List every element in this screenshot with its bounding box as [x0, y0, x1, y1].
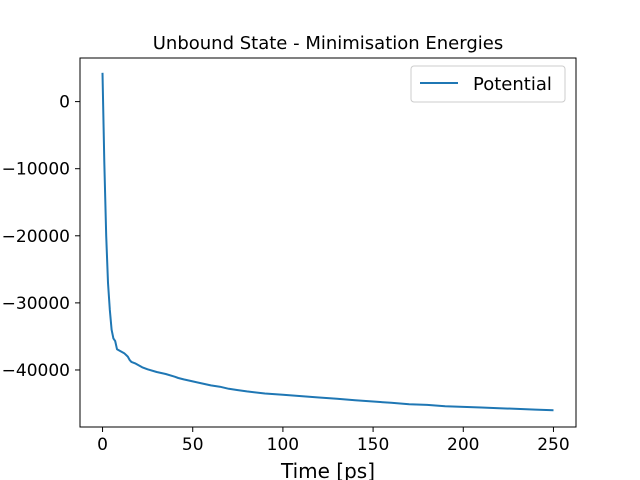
x-tick-label: 150: [357, 435, 389, 455]
y-tick-label: −10000: [2, 160, 70, 180]
x-tick-label: 0: [97, 435, 108, 455]
legend: Potential: [410, 65, 566, 103]
legend-box: [410, 65, 566, 103]
series-layer: [101, 72, 554, 412]
legend-label-potential: Potential: [473, 74, 552, 95]
series-line-potential: [101, 72, 554, 412]
plot-frame: [79, 57, 577, 428]
x-tick-label: 100: [267, 435, 299, 455]
x-tick-label: 50: [182, 435, 204, 455]
axis-ticks: 0 50 100 150 200 250 0 −10000 −20000 −30000 −40000: [2, 93, 570, 455]
y-tick-label: −20000: [2, 227, 70, 247]
chart-title: Unbound State - Minimisation Energies: [153, 33, 503, 54]
y-tick-label: −30000: [2, 294, 70, 314]
x-tick-label: 250: [537, 435, 569, 455]
y-tick-label: 0: [59, 93, 70, 113]
x-axis-label: Time [ps]: [280, 459, 375, 480]
y-tick-label: −40000: [2, 361, 70, 381]
x-tick-label: 200: [447, 435, 479, 455]
